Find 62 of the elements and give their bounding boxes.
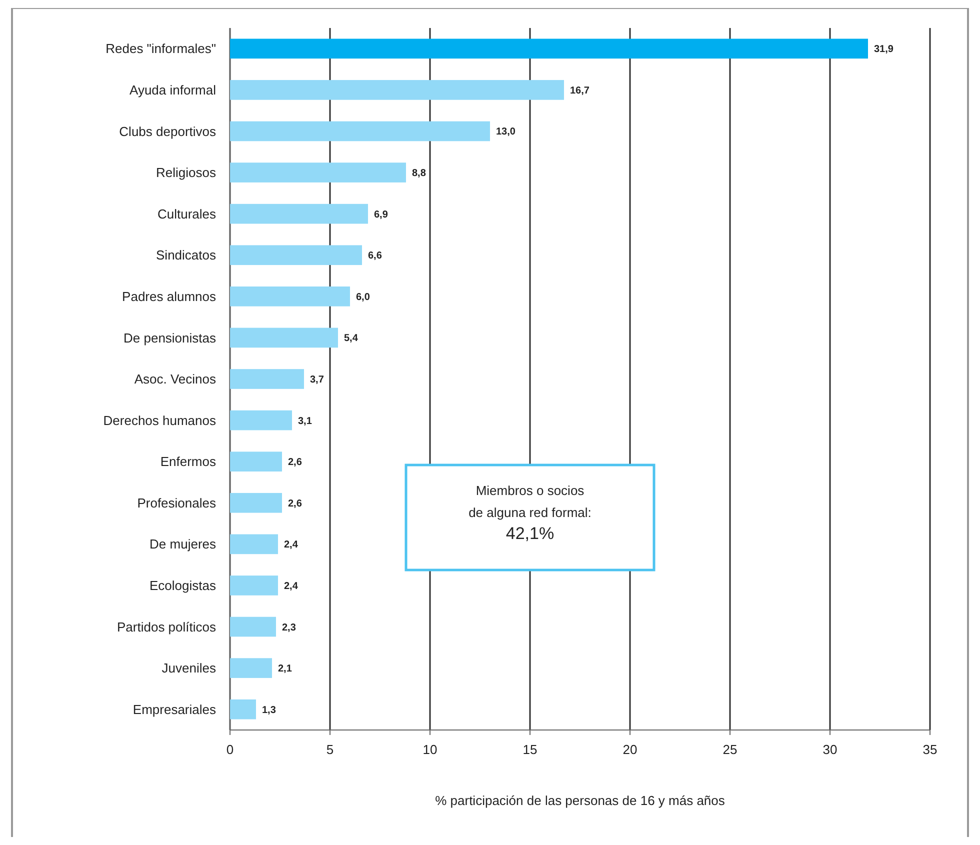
y-tick-label: De pensionistas [124,330,216,346]
y-tick-label: Religiosos [156,165,216,180]
x-tick-label: 15 [522,742,538,757]
data-label: 1,3 [262,704,276,716]
data-label: 2,4 [284,580,298,592]
y-tick-label: Culturales [157,206,216,222]
annotation: Miembros o socios de alguna red formal: 42,1% [468,483,592,543]
data-label: 6,9 [374,209,388,220]
data-label: 13,0 [496,126,516,138]
y-tick-label: Clubs deportivos [119,124,216,139]
data-label: 6,0 [356,292,370,303]
y-tick-label: De mujeres [150,536,216,552]
bar [230,162,406,182]
note-box: Miembros o socios de alguna red formal: 42,1% [404,464,656,572]
bar [230,534,278,554]
y-tick-label: Redes "informales" [106,41,216,56]
y-tick-label: Partidos políticos [117,619,216,634]
bar [230,452,282,472]
data-label: 5,4 [344,333,358,344]
bar [230,699,256,720]
y-tick-label: Padres alumnos [122,288,216,304]
y-tick-label: Derechos humanos [103,412,216,428]
y-tick-label: Ecologistas [150,578,216,594]
data-label: 16,7 [570,85,590,96]
x-tick-label: 25 [722,742,738,757]
x-tick-label: 5 [326,742,334,757]
bar [230,658,272,678]
y-tick-label: Asoc. Vecinos [134,372,216,387]
data-label: 6,6 [368,250,382,262]
bar [230,204,368,224]
x-axis-title: % participación de las personas de 16 y más años [435,793,726,808]
bar [230,410,292,430]
bar [230,576,278,596]
y-tick-label: Enfermos [160,454,216,470]
x-tick-label: 35 [922,742,938,757]
data-label: 2,1 [278,664,292,675]
data-label: 2,6 [288,498,302,510]
data-label: 8,8 [412,168,426,180]
x-tick-label: 0 [226,742,234,757]
bar [230,328,338,348]
y-tick-label: Profesionales [137,495,216,510]
bar [230,369,304,389]
y-tick-label: Juveniles [162,660,216,676]
data-label: 2,4 [284,540,298,551]
bar [230,286,350,306]
bar [230,38,868,59]
y-tick-label: Ayuda informal [130,82,216,98]
x-tick-label: 20 [622,742,638,757]
bar [230,121,490,142]
bar [230,616,276,637]
data-label: 3,1 [298,416,312,427]
data-label: 2,3 [282,622,296,634]
bar [230,492,282,513]
bar [230,245,362,266]
x-tick-label: 30 [822,742,838,757]
x-tick-label: 10 [422,742,438,757]
data-label: 2,6 [288,457,302,468]
bar [230,80,564,100]
data-label: 31,9 [874,44,894,56]
y-tick-label: Sindicatos [156,248,216,263]
y-tick-label: Empresariales [132,702,216,717]
data-label: 3,7 [310,374,324,386]
